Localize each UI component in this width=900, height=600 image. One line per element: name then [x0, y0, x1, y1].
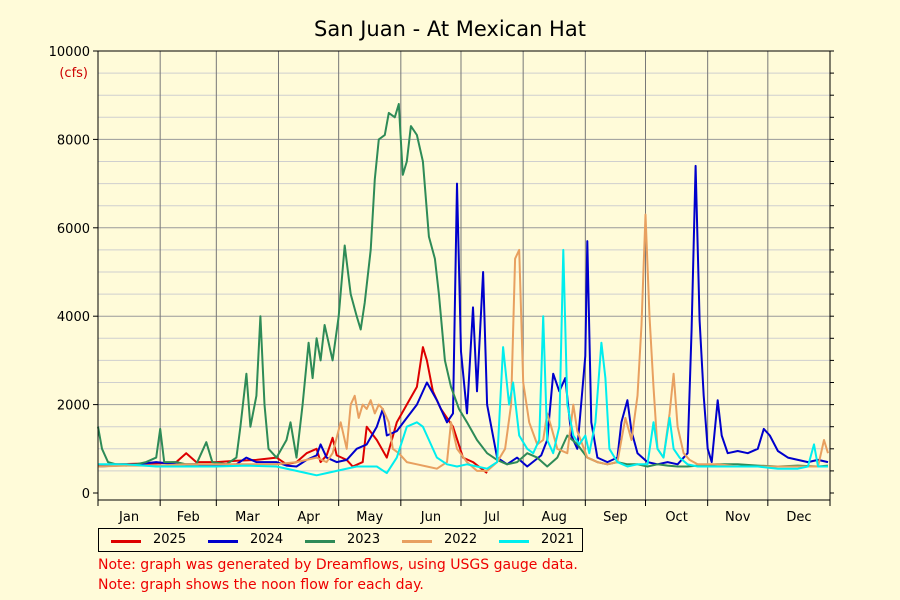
x-tick-label-oct: Oct — [665, 510, 687, 525]
x-tick-label-dec: Dec — [786, 510, 811, 525]
legend-label: 2022 — [444, 532, 478, 547]
plot-area — [98, 51, 830, 500]
x-tick-label-nov: Nov — [725, 510, 751, 525]
y-tick-label: 0 — [82, 487, 90, 502]
y-tick-label: 2000 — [57, 399, 90, 414]
series-line-2022 — [97, 213, 829, 472]
chart-title: San Juan - At Mexican Hat — [314, 17, 586, 41]
y-tick-label: 8000 — [57, 133, 90, 148]
note-noon-flow: Note: graph shows the noon flow for each… — [98, 577, 424, 593]
x-tick-label-sep: Sep — [603, 510, 628, 525]
x-tick-label-mar: Mar — [235, 510, 260, 525]
y-axis-unit-label: (cfs) — [59, 66, 88, 81]
y-tick-label: 10000 — [49, 45, 90, 60]
y-tick-label: 4000 — [57, 310, 90, 325]
legend-swatch — [111, 540, 141, 543]
legend-label: 2021 — [541, 532, 575, 547]
y-tick-label: 6000 — [57, 222, 90, 237]
legend-swatch — [305, 540, 335, 543]
legend-swatch — [208, 540, 238, 543]
x-tick-label-jul: Jul — [483, 510, 500, 525]
x-tick-label-aug: Aug — [542, 510, 567, 525]
x-tick-label-jan: Jan — [118, 510, 139, 525]
series-lines — [97, 103, 829, 477]
plot-frame — [97, 50, 831, 501]
legend-swatch — [402, 540, 432, 543]
series-line-2021 — [98, 248, 828, 477]
grid — [98, 50, 830, 500]
legend-swatch — [499, 540, 529, 543]
x-tick-label-may: May — [356, 510, 383, 525]
x-tick-label-jun: Jun — [420, 510, 441, 525]
x-tick-label-apr: Apr — [297, 510, 320, 525]
axes: 0 2000 4000 6000 8000 10000 Jan Feb Mar Apr May Jun… — [49, 45, 834, 525]
legend-label: 2025 — [153, 532, 187, 547]
legend-label: 2023 — [347, 532, 381, 547]
legend-label: 2024 — [250, 532, 284, 547]
note-source: Note: graph was generated by Dreamflows,… — [98, 557, 578, 573]
x-tick-label-feb: Feb — [177, 510, 200, 525]
legend: 2025 2024 2023 2022 2021 — [98, 528, 583, 552]
series-line-2024 — [97, 164, 829, 468]
